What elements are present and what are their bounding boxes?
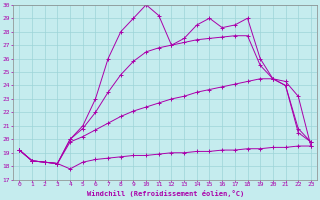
X-axis label: Windchill (Refroidissement éolien,°C): Windchill (Refroidissement éolien,°C) [86, 190, 244, 197]
